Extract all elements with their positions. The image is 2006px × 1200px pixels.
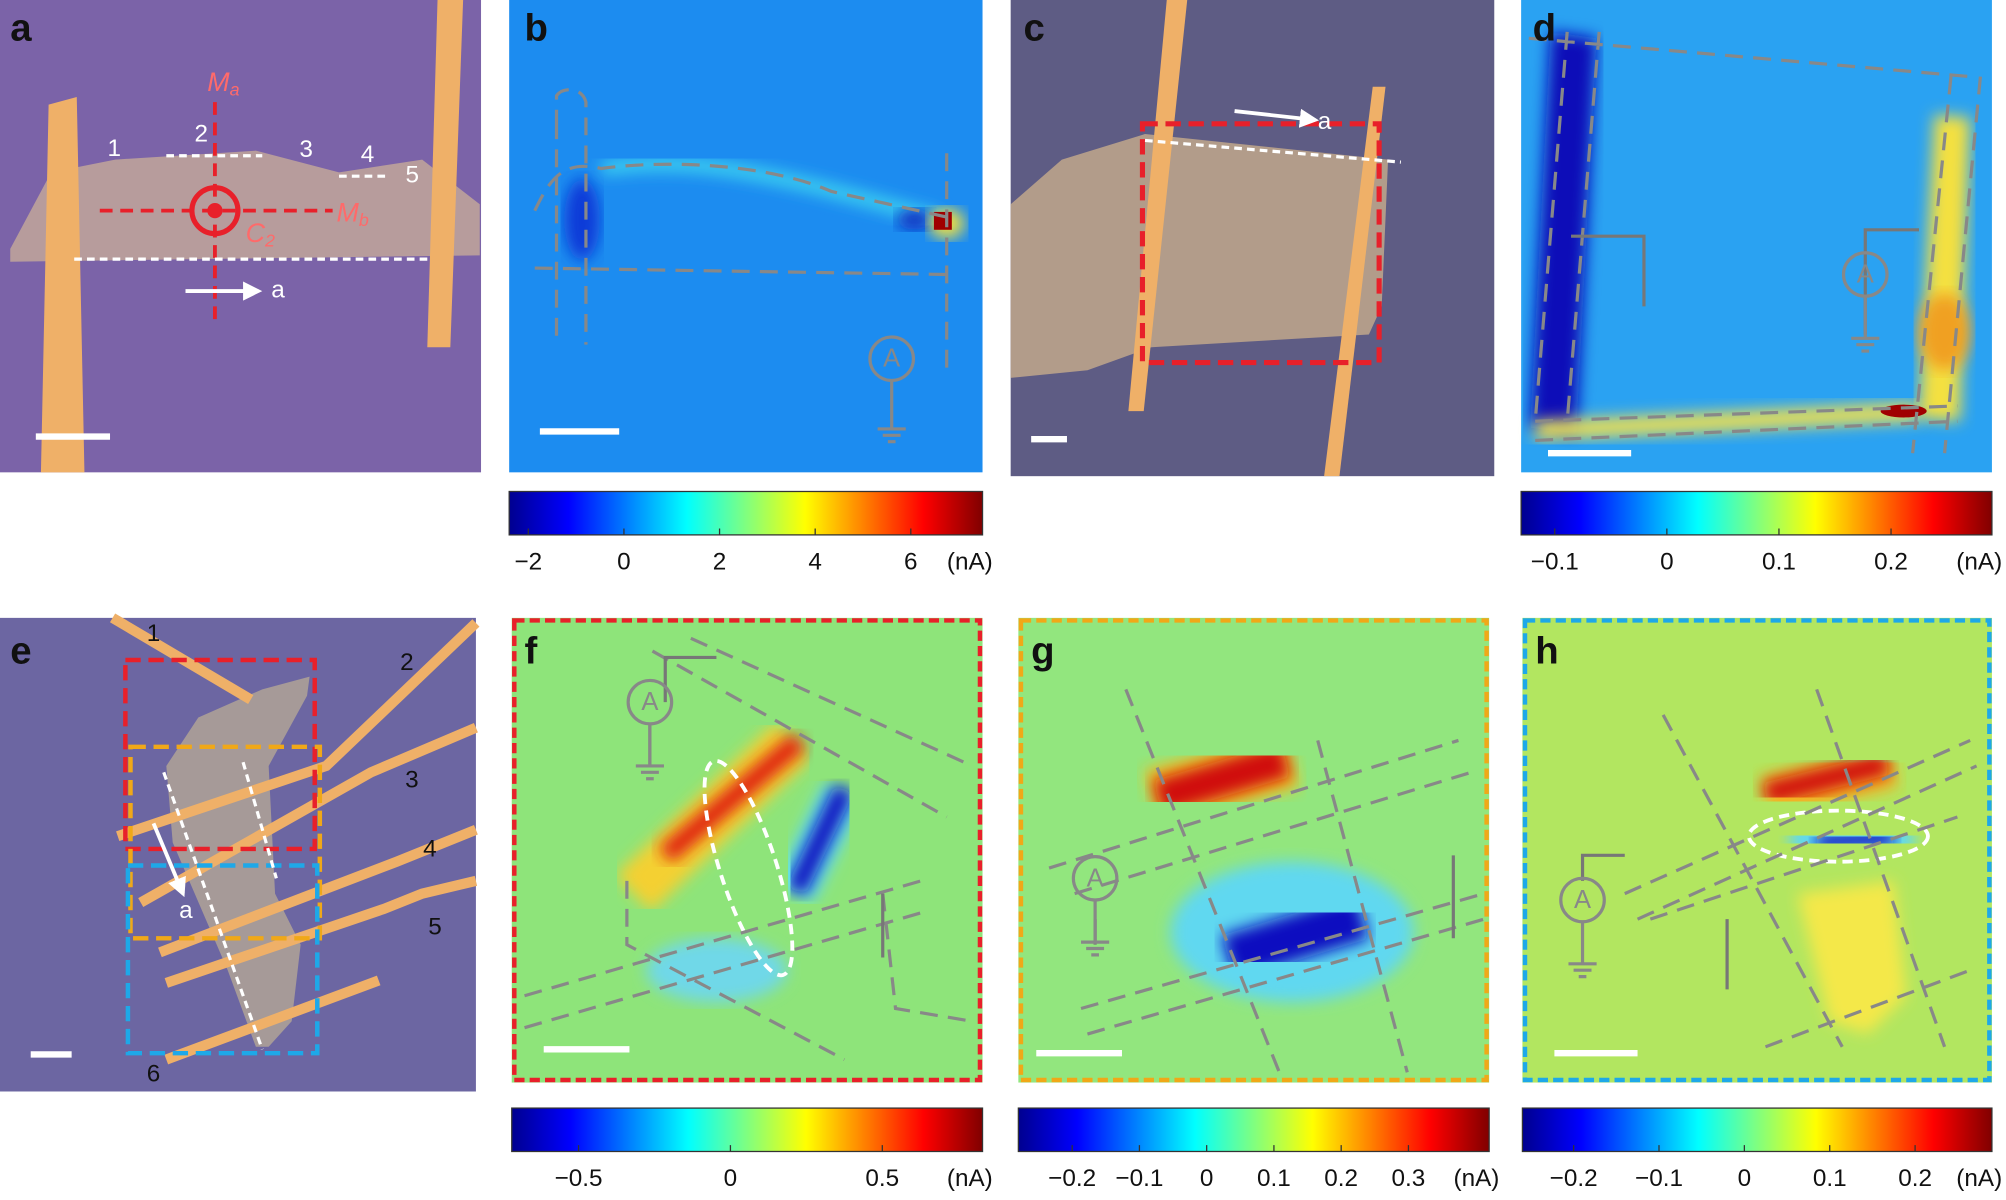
panel-d: d [1521,0,1992,473]
colorbar-tick-label: 0.2 [1324,1165,1358,1192]
colorbar [1520,490,1993,536]
mirror-label: Ma [207,67,239,99]
ground [1081,900,1110,957]
colorbar-tick-label: 0.1 [1813,1165,1847,1192]
colorbar-tick-label: 0 [1200,1165,1214,1192]
colorbar-tick-label: 0 [1738,1165,1752,1192]
colorbar [508,490,984,536]
colorbar-tick-label: −0.1 [1115,1165,1163,1192]
panel-h: h [1522,617,1992,1083]
colorbar-tick-label: 0.2 [1874,548,1908,575]
electrode-label: 2 [400,649,414,676]
panel-a: a Ma Mb C2 1 2 3 4 5 a [0,0,482,473]
colorbar-tick-label: −2 [514,548,542,575]
colorbar-unit: (nA) [1956,1165,2002,1192]
colorbar-tick-label: 0.1 [1762,548,1796,575]
colorbar-tick-label: 0.5 [865,1165,899,1192]
colorbar-tick-label: 4 [808,548,822,575]
ammeter-label: A [1087,864,1104,892]
panel-label: h [1535,630,1558,673]
electrode-label: 4 [423,836,437,863]
colorbar-unit: (nA) [1956,548,2002,575]
colorbar-tick-label: 0.2 [1898,1165,1932,1192]
colorbar-tick-label: −0.2 [1048,1165,1096,1192]
panel-label: b [525,7,548,50]
colorbar-tick-label: 0.3 [1392,1165,1426,1192]
colorbar [511,1107,984,1153]
colorbar-tick-label: 0 [1660,548,1674,575]
edge-label: 1 [107,135,121,162]
ground [1851,296,1880,353]
colorbar-tick-label: 0.1 [1257,1165,1291,1192]
panel-label: a [10,7,32,50]
ammeter-label: A [1857,261,1874,289]
ground [1568,921,1597,979]
edge-label: 3 [299,136,313,163]
electrode-label: 3 [405,767,419,794]
electrode-label: 5 [428,914,442,941]
panel-c: c a [1010,0,1495,477]
colorbar-unit: (nA) [947,1165,993,1192]
colorbar-tick-label: 6 [904,548,918,575]
ground [877,380,906,444]
panel-e: e 1 2 3 4 5 6 a [0,613,480,1092]
mirror-label: Mb [336,198,368,230]
panel-b: b [509,0,983,473]
colorbar-tick-label: 0 [617,548,631,575]
colorbar-tick-label: −0.2 [1550,1165,1598,1192]
panel-label: d [1533,7,1556,50]
panel-label: e [10,630,31,673]
panel-label: c [1023,7,1044,50]
ammeter-label: A [1574,886,1591,914]
ammeter-label: A [883,345,900,373]
panel-g: g [1018,617,1490,1083]
axis-label: a [1318,108,1332,135]
ground [635,723,664,781]
panel-f: f [511,617,983,1083]
colorbar-tick-label: 0 [724,1165,738,1192]
edge-label: 5 [406,162,420,189]
axis-label: a [271,276,285,303]
panel-label: f [525,630,538,673]
electrode-label: 6 [147,1060,161,1087]
panel-label: g [1031,630,1054,673]
edge-label: 4 [361,141,375,168]
colorbar-tick-label: −0.5 [555,1165,603,1192]
colorbar-unit: (nA) [947,548,993,575]
colorbar [1521,1107,1993,1153]
colorbar-tick-label: −0.1 [1635,1165,1683,1192]
electrode-label: 1 [147,620,161,647]
edge-label: 2 [194,121,208,148]
axis-label: a [179,897,193,924]
colorbar [1017,1107,1490,1153]
colorbar-unit: (nA) [1453,1165,1499,1192]
rotation-label: C2 [246,218,275,250]
ammeter-label: A [641,688,658,716]
colorbar-tick-label: 2 [713,548,727,575]
colorbar-tick-label: −0.1 [1531,548,1579,575]
